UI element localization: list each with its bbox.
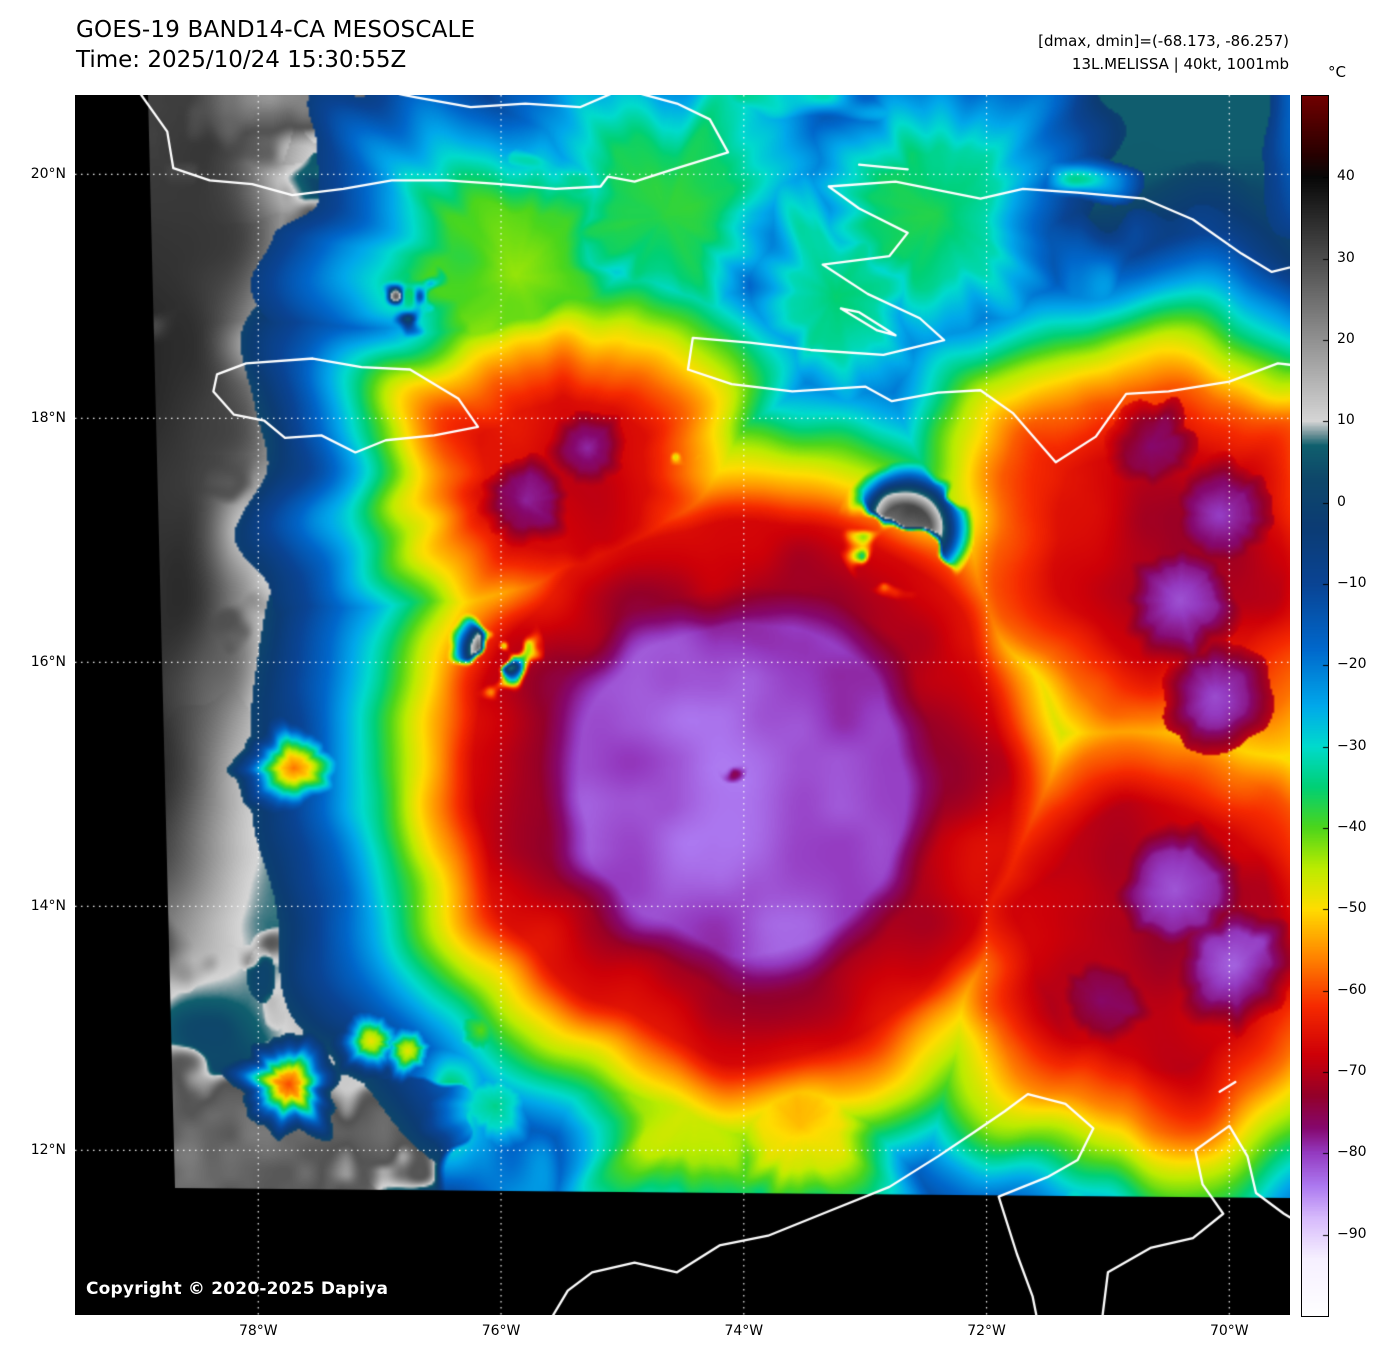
lon-label-78w: 78°W xyxy=(238,1323,278,1339)
colorbar-tick-0: 0 xyxy=(1337,493,1346,510)
colorbar-tick--30: −30 xyxy=(1337,737,1367,754)
lat-label-16n: 16°N xyxy=(30,654,66,671)
colorbar-tick-30: 30 xyxy=(1337,249,1355,266)
colorbar-tick--70: −70 xyxy=(1337,1063,1367,1079)
dmax-dmin-readout: [dmax, dmin]=(-68.173, -86.257) xyxy=(1038,32,1289,50)
storm-readout: 13L.MELISSA | 40kt, 1001mb xyxy=(1071,54,1289,73)
colorbar-tick-10: 10 xyxy=(1337,412,1355,429)
lat-label-14n: 14°N xyxy=(30,898,66,915)
lat-label-12n: 12°N xyxy=(30,1142,66,1159)
product-title: GOES-19 BAND14-CA MESOSCALE xyxy=(76,17,476,43)
header-left: GOES-19 BAND14-CA MESOSCALE Time: 2025/1… xyxy=(76,16,475,76)
lon-label-70w: 70°W xyxy=(1209,1323,1249,1339)
header-right: [dmax, dmin]=(-68.173, -86.257) 13L.MELI… xyxy=(1038,30,1289,75)
colorbar-tick--10: −10 xyxy=(1337,575,1367,591)
colorbar-tick-20: 20 xyxy=(1337,331,1355,347)
satellite-image-canvas xyxy=(75,95,1290,1315)
lon-label-72w: 72°W xyxy=(967,1323,1006,1339)
timestamp: Time: 2025/10/24 15:30:55Z xyxy=(76,46,407,73)
colorbar-tick--60: −60 xyxy=(1337,981,1367,998)
copyright-text: Copyright © 2020-2025 Dapiya xyxy=(86,1279,389,1299)
colorbar xyxy=(1301,95,1329,1317)
colorbar-tick--80: −80 xyxy=(1337,1144,1367,1161)
colorbar-tick--40: −40 xyxy=(1337,819,1367,835)
lon-label-74w: 74°W xyxy=(724,1323,764,1339)
colorbar-tick--90: −90 xyxy=(1337,1225,1367,1242)
colorbar-tick--20: −20 xyxy=(1337,656,1367,673)
lon-label-76w: 76°W xyxy=(481,1323,521,1339)
colorbar-tick-40: 40 xyxy=(1337,168,1355,185)
lat-label-20n: 20°N xyxy=(30,166,66,183)
colorbar-tick--50: −50 xyxy=(1337,900,1367,917)
lat-label-18n: 18°N xyxy=(30,410,66,427)
colorbar-unit-label: °C xyxy=(1328,63,1346,81)
colorbar-canvas xyxy=(1302,96,1328,1316)
satellite-map-plot: Copyright © 2020-2025 Dapiya xyxy=(75,95,1290,1315)
